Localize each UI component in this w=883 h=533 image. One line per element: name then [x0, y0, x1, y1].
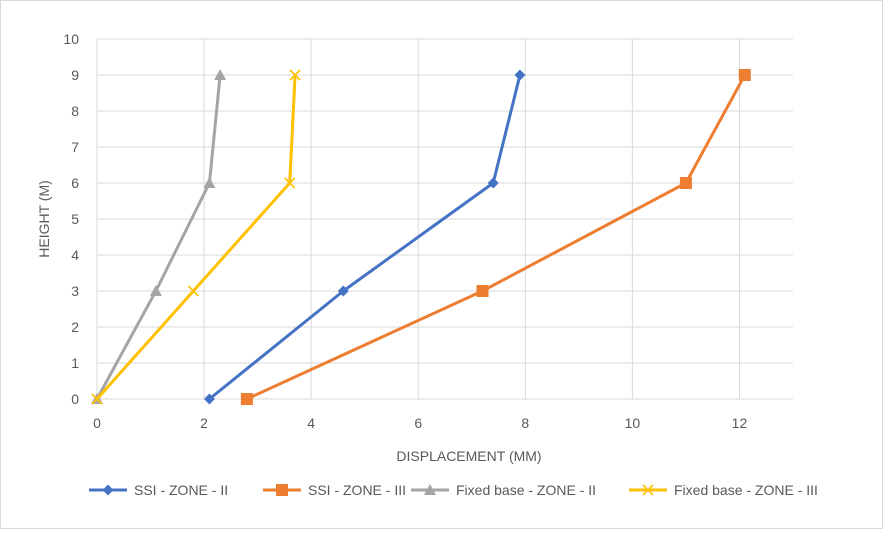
- x-axis-label: DISPLACEMENT (MM): [396, 448, 541, 464]
- series-line: [95, 74, 297, 400]
- data-point: [679, 177, 692, 189]
- legend-item: Fixed base - ZONE - III: [629, 482, 818, 498]
- series-2: [240, 69, 751, 405]
- x-tick-label: 2: [200, 415, 208, 431]
- data-point: [284, 177, 296, 189]
- data-point: [476, 285, 489, 297]
- legend-marker: [424, 484, 436, 495]
- legend-item: SSI - ZONE - II: [89, 482, 228, 498]
- y-tick-label: 9: [71, 67, 79, 83]
- x-tick-label: 12: [732, 415, 748, 431]
- series-1: [203, 69, 526, 405]
- legend-marker: [642, 484, 654, 496]
- data-point: [91, 393, 103, 405]
- data-point: [203, 177, 216, 188]
- x-tick-label: 4: [307, 415, 315, 431]
- y-tick-label: 5: [71, 211, 79, 227]
- x-tick-label: 6: [414, 415, 422, 431]
- y-tick-label: 2: [71, 319, 79, 335]
- data-point: [337, 285, 349, 297]
- y-tick-label: 0: [71, 391, 79, 407]
- y-tick-label: 4: [71, 247, 79, 263]
- data-point: [240, 393, 253, 405]
- legend-marker: [102, 484, 114, 496]
- y-tick-label: 10: [63, 31, 79, 47]
- y-axis-ticks: 0 1 2 3 4 5 6 7 8 9 10: [63, 31, 79, 407]
- series-3: [91, 69, 227, 404]
- legend-label: SSI - ZONE - II: [134, 482, 228, 498]
- legend-label: Fixed base - ZONE - III: [674, 482, 818, 498]
- y-tick-label: 1: [71, 355, 79, 371]
- y-tick-label: 3: [71, 283, 79, 299]
- series-line: [246, 74, 747, 401]
- data-point: [514, 69, 526, 81]
- data-point: [487, 177, 499, 189]
- data-point: [289, 69, 301, 81]
- y-tick-label: 6: [71, 175, 79, 191]
- legend-item: Fixed base - ZONE - II: [411, 482, 596, 498]
- x-tick-label: 10: [625, 415, 641, 431]
- legend-item: SSI - ZONE - III: [263, 482, 406, 498]
- data-point: [738, 69, 751, 81]
- data-point: [214, 69, 227, 80]
- legend-label: SSI - ZONE - III: [308, 482, 406, 498]
- x-tick-label: 8: [521, 415, 529, 431]
- legend-label: Fixed base - ZONE - II: [456, 482, 596, 498]
- series-4: [91, 69, 301, 405]
- y-axis-label: HEIGHT (M): [36, 180, 52, 258]
- legend-marker: [276, 484, 288, 496]
- series-group: [91, 69, 751, 405]
- y-tick-label: 7: [71, 139, 79, 155]
- x-axis-ticks: 0 2 4 6 8 10 12: [93, 415, 747, 431]
- data-point: [149, 285, 162, 296]
- data-point: [203, 393, 215, 405]
- series-line: [95, 74, 222, 400]
- x-tick-label: 0: [93, 415, 101, 431]
- series-line: [208, 74, 522, 401]
- legend: SSI - ZONE - II SSI - ZONE - III Fixed bas…: [89, 482, 818, 498]
- y-tick-label: 8: [71, 103, 79, 119]
- data-point: [187, 285, 199, 297]
